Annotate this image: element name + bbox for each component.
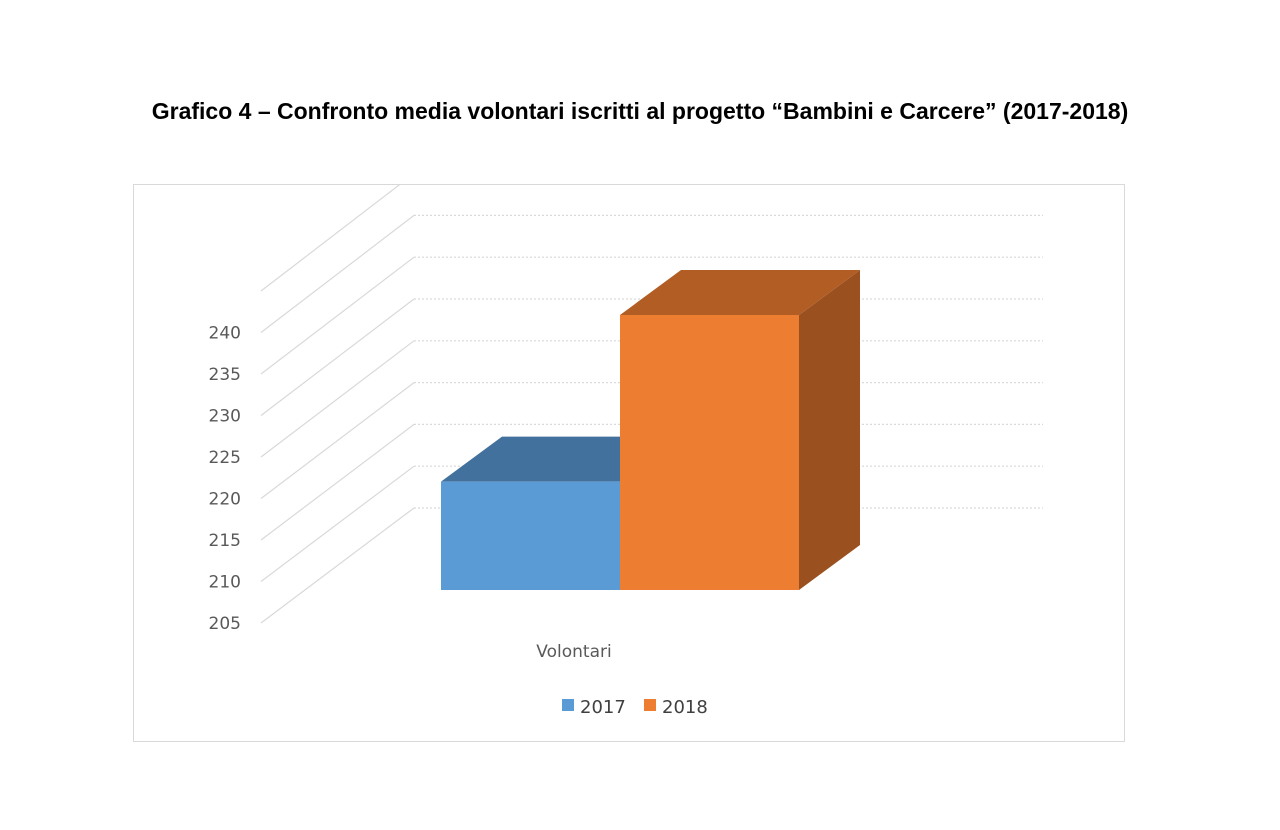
gridline-side: [260, 465, 415, 582]
y-tick-label: 215: [209, 531, 241, 551]
gridline-side: [260, 507, 415, 624]
gridline-side: [260, 256, 415, 375]
legend-item-2017: 2017: [562, 697, 626, 718]
chart-area: 205 210 215 220 225 230 235 240 Volontari 2017 2…: [133, 184, 1125, 742]
y-axis-ticks: 205 210 215 220 225 230 235 240: [209, 324, 241, 635]
bar-2018: [620, 270, 860, 590]
bar-front-face: [620, 315, 799, 590]
x-category-label: Volontari: [536, 642, 611, 662]
y-tick-label: 205: [209, 614, 241, 634]
y-tick-label: 235: [209, 365, 241, 385]
y-tick-label: 210: [209, 573, 241, 593]
bar-front-face: [441, 481, 620, 590]
gridline-side: [260, 185, 401, 292]
y-tick-label: 225: [209, 448, 241, 468]
legend-item-2018: 2018: [644, 697, 708, 718]
legend-label: 2018: [662, 697, 708, 718]
y-tick-label: 230: [209, 407, 241, 427]
bar-side-face: [799, 270, 860, 590]
page-title: Grafico 4 – Confronto media volontari is…: [151, 98, 1129, 124]
bars: [441, 270, 860, 590]
legend-swatch: [644, 699, 656, 711]
legend: 2017 2018: [562, 697, 708, 718]
gridline-side: [260, 382, 415, 499]
bar-top-face: [620, 270, 860, 315]
y-tick-label: 240: [209, 324, 241, 344]
gridlines: [260, 185, 1043, 624]
gridline-side: [260, 423, 415, 541]
gridline-side: [260, 214, 415, 333]
gridline-side: [260, 298, 415, 416]
legend-swatch: [562, 699, 574, 711]
y-tick-label: 220: [209, 490, 241, 510]
x-axis-categories: Volontari: [536, 642, 611, 662]
legend-label: 2017: [580, 697, 626, 718]
gridline-side: [260, 340, 415, 458]
